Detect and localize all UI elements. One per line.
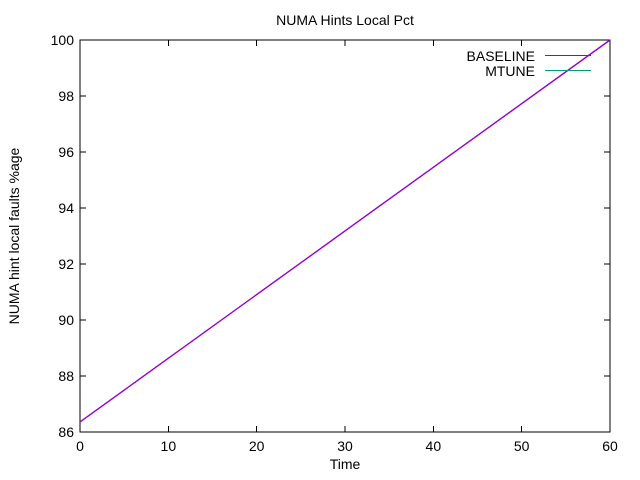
y-tick-label: 90 bbox=[58, 312, 74, 328]
y-tick-label: 98 bbox=[58, 88, 74, 104]
legend-row-mtune: MTUNE bbox=[467, 62, 591, 79]
y-tick-label: 100 bbox=[50, 32, 74, 48]
legend-label: BASELINE bbox=[466, 47, 535, 64]
legend-row-baseline: BASELINE bbox=[466, 47, 591, 64]
x-tick-label: 60 bbox=[602, 438, 618, 454]
y-tick-label: 86 bbox=[58, 424, 74, 440]
plot-border bbox=[79, 39, 611, 433]
legend-line-sample bbox=[545, 70, 591, 71]
y-tick-label: 94 bbox=[58, 200, 74, 216]
x-tick-label: 30 bbox=[337, 438, 353, 454]
y-tick-label: 96 bbox=[58, 144, 74, 160]
chart-title: NUMA Hints Local Pct bbox=[276, 12, 414, 28]
y-tick-label: 92 bbox=[58, 256, 74, 272]
x-tick-label: 10 bbox=[160, 438, 177, 454]
x-tick-label: 20 bbox=[248, 438, 265, 454]
legend-line-sample bbox=[545, 55, 591, 56]
y-tick-label: 88 bbox=[58, 368, 74, 384]
legend: BASELINE MTUNE bbox=[466, 47, 591, 79]
y-axis-label: NUMA hint local faults %age bbox=[6, 147, 22, 325]
series-line-baseline bbox=[79, 39, 611, 423]
x-tick-label: 50 bbox=[513, 438, 530, 454]
x-axis-label: Time bbox=[329, 456, 361, 472]
x-tick-label: 40 bbox=[425, 438, 442, 454]
x-tick-label: 0 bbox=[76, 438, 84, 454]
legend-label: MTUNE bbox=[485, 62, 535, 79]
